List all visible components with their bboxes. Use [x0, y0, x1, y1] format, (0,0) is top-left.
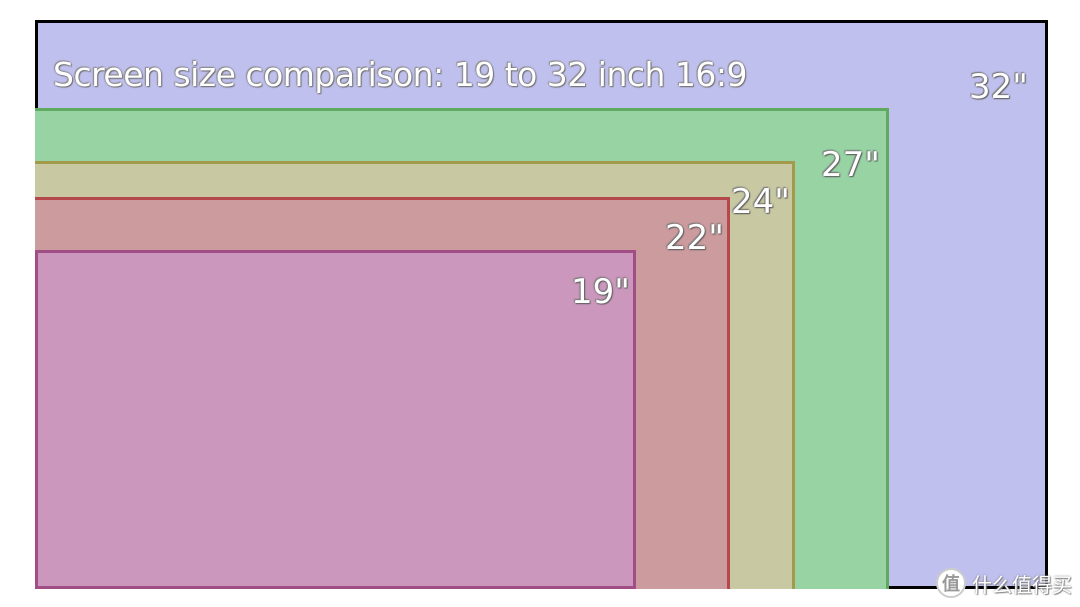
watermark: 值 什么值得买 [936, 567, 1072, 599]
watermark-logo-icon: 值 [936, 568, 966, 598]
label-32-inch: 32" [969, 67, 1028, 107]
watermark-text: 什么值得买 [972, 572, 1072, 597]
diagram-title: Screen size comparison: 19 to 32 inch 16… [53, 55, 748, 94]
screen-19-inch [35, 250, 636, 589]
label-24-inch: 24" [731, 182, 790, 222]
label-27-inch: 27" [821, 145, 880, 185]
label-19-inch: 19" [571, 272, 630, 312]
label-22-inch: 22" [665, 218, 724, 258]
